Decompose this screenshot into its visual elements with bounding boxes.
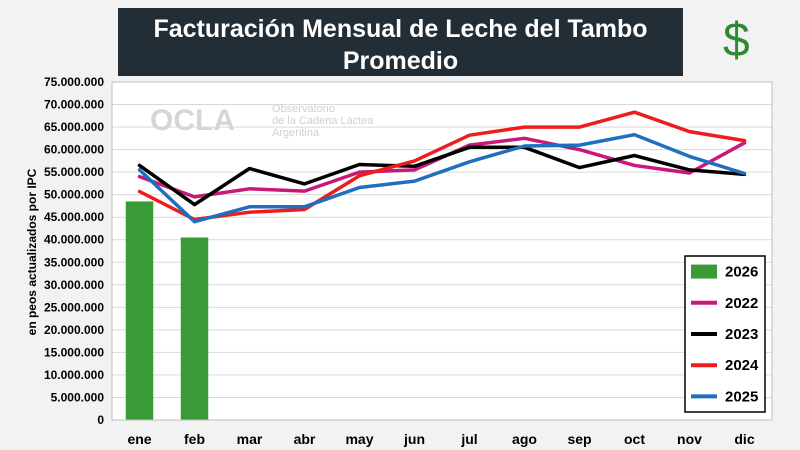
bar-series-2026 bbox=[125, 201, 209, 420]
y-tick-label: 5.000.000 bbox=[51, 390, 105, 404]
y-tick-label: 10.000.000 bbox=[44, 368, 104, 382]
series-line-2024 bbox=[137, 110, 747, 222]
y-axis-ticks: 0 5.000.000 10.000.000 15.000.000 20.000.000… bbox=[44, 75, 104, 427]
legend-label-2023: 2023 bbox=[725, 326, 758, 343]
y-tick-label: 70.000.000 bbox=[44, 98, 104, 112]
chart-subtitle: - sin IVA y en moneda constante - bbox=[258, 81, 543, 102]
legend-label-2025: 2025 bbox=[725, 388, 758, 405]
y-tick-label: 20.000.000 bbox=[44, 323, 104, 337]
legend-label-2026: 2026 bbox=[725, 264, 758, 281]
y-tick-label: 30.000.000 bbox=[44, 278, 104, 292]
y-tick-label: 75.000.000 bbox=[44, 75, 104, 89]
y-tick-label: 25.000.000 bbox=[44, 300, 104, 314]
grid-lines bbox=[112, 81, 772, 421]
y-tick-label: 55.000.000 bbox=[44, 165, 104, 179]
ocla-watermark: OCLA Observatorio de la Cadena Láctea Ar… bbox=[150, 103, 374, 139]
series-line-2025 bbox=[137, 132, 747, 224]
y-tick-label: 45.000.000 bbox=[44, 210, 104, 224]
y-tick-label: 60.000.000 bbox=[44, 143, 104, 157]
bar-2026-feb bbox=[180, 237, 209, 420]
x-tick-label: jul bbox=[460, 431, 477, 447]
y-axis-label: en peos actualizados por IPC bbox=[25, 168, 39, 335]
x-tick-label: ago bbox=[512, 431, 537, 447]
watermark-line1: Observatorio bbox=[272, 103, 335, 115]
y-tick-label: 35.000.000 bbox=[44, 255, 104, 269]
legend-swatch-2026 bbox=[691, 264, 717, 279]
line-series bbox=[137, 110, 747, 224]
x-tick-label: abr bbox=[294, 431, 316, 447]
watermark-line2: de la Cadena Láctea bbox=[272, 115, 374, 127]
title-box: Facturación Mensual de Leche del Tambo P… bbox=[118, 8, 683, 102]
legend-label-2022: 2022 bbox=[725, 295, 758, 312]
y-tick-label: 0 bbox=[97, 413, 104, 427]
y-tick-label: 15.000.000 bbox=[44, 345, 104, 359]
y-tick-label: 65.000.000 bbox=[44, 120, 104, 134]
y-tick-label: 50.000.000 bbox=[44, 188, 104, 202]
bar-2026-ene bbox=[125, 201, 154, 420]
legend-label-2024: 2024 bbox=[725, 357, 759, 374]
y-tick-label: 40.000.000 bbox=[44, 233, 104, 247]
x-tick-label: jun bbox=[403, 431, 425, 447]
plot-background bbox=[112, 82, 772, 420]
x-tick-label: nov bbox=[677, 431, 702, 447]
x-tick-label: ene bbox=[127, 431, 151, 447]
dollar-sign-icon: $ bbox=[723, 14, 750, 67]
x-tick-label: may bbox=[345, 431, 373, 447]
chart-title: Facturación Mensual de Leche del Tambo P… bbox=[153, 15, 648, 75]
x-axis-ticks: ene feb mar abr may jun jul ago sep oct nov dic bbox=[127, 431, 754, 447]
series-line-2023 bbox=[137, 145, 747, 207]
watermark-line3: Argentina bbox=[272, 127, 320, 139]
x-tick-label: dic bbox=[734, 431, 754, 447]
x-tick-label: sep bbox=[567, 431, 591, 447]
plot-border bbox=[111, 81, 773, 421]
x-tick-label: oct bbox=[624, 431, 645, 447]
watermark-logo: OCLA bbox=[150, 104, 235, 137]
legend: 2026 2022 2023 2024 2025 bbox=[684, 255, 766, 413]
x-tick-label: mar bbox=[237, 431, 263, 447]
x-tick-label: feb bbox=[184, 431, 205, 447]
